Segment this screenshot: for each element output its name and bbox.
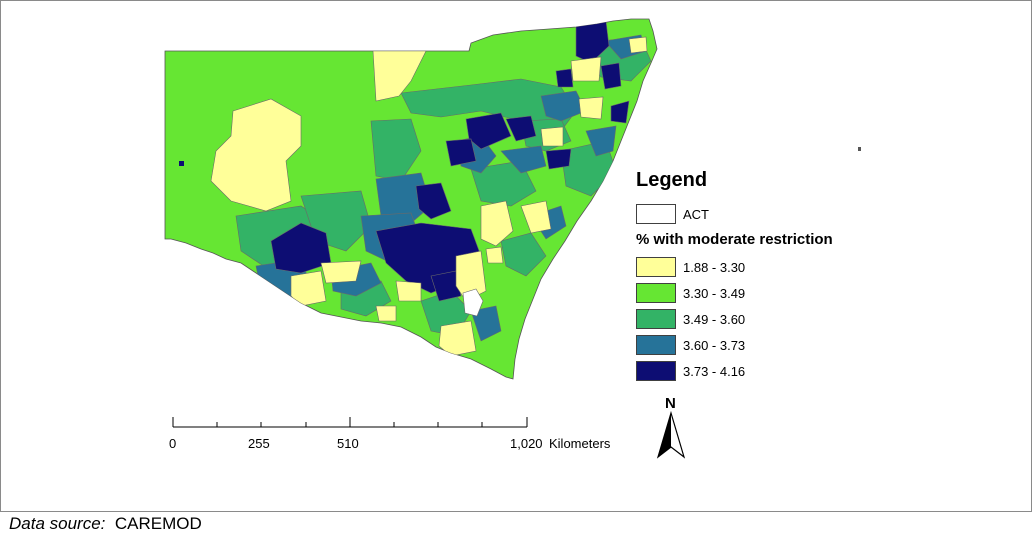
region-act	[462, 288, 484, 317]
region-yellow-north	[372, 50, 427, 102]
scale-label-1020: 1,020	[510, 436, 543, 451]
legend-class-swatch	[636, 335, 676, 355]
region-navy-11	[610, 100, 630, 124]
legend-class-swatch	[636, 257, 676, 277]
region-navy-9	[600, 62, 622, 90]
region-yellow-sw-2	[320, 260, 362, 284]
data-source-value: CAREMOD	[114, 514, 202, 533]
legend-class-swatch	[636, 361, 676, 381]
region-blue-9	[470, 305, 502, 342]
lord-howe-marker	[179, 161, 184, 166]
region-yellow-sw	[290, 270, 327, 307]
legend-class-row: 3.60 - 3.73	[636, 332, 886, 358]
data-source-label: Data source:	[9, 514, 106, 533]
region-yellow-south-3	[395, 280, 422, 302]
north-arrow-icon	[656, 411, 686, 459]
scale-bar-graphic	[172, 417, 528, 428]
legend-class-swatch	[636, 309, 676, 329]
region-yellow-central-2	[520, 200, 552, 234]
region-yellow-ne-3	[540, 126, 564, 147]
nsw-choropleth-map	[164, 18, 658, 380]
legend-class-label: 3.30 - 3.49	[683, 285, 746, 301]
north-arrow: N	[651, 395, 691, 461]
legend: Legend ACT % with moderate restriction 1…	[636, 169, 886, 384]
region-yellow-south-2	[438, 320, 477, 357]
region-blue-8	[500, 145, 547, 174]
legend-class-label: 3.60 - 3.73	[683, 337, 746, 353]
legend-class-swatch	[636, 283, 676, 303]
region-navy-6	[445, 138, 477, 167]
region-blue-6	[540, 90, 587, 122]
legend-class-label: 1.88 - 3.30	[683, 259, 746, 275]
lga-regions	[210, 20, 652, 357]
legend-class-row: 1.88 - 3.30	[636, 254, 886, 280]
region-navy-3	[415, 182, 452, 220]
scale-bar: 0 255 510 1,020 Kilometers	[161, 413, 631, 453]
north-label: N	[665, 395, 676, 412]
region-yellow-ne-1	[570, 56, 602, 82]
legend-title: Legend	[636, 169, 708, 191]
region-navy-4	[465, 112, 512, 150]
region-yellow-central-3	[485, 246, 504, 264]
region-yellow-south-4	[375, 305, 397, 322]
legend-class-row: 3.49 - 3.60	[636, 306, 886, 332]
scale-label-255: 255	[248, 436, 270, 451]
legend-subtitle: % with moderate restriction	[636, 231, 833, 248]
map-frame: Legend ACT % with moderate restriction 1…	[0, 0, 1032, 512]
stray-mark	[858, 147, 861, 151]
legend-class-row: 3.30 - 3.49	[636, 280, 886, 306]
scale-label-510: 510	[337, 436, 359, 451]
legend-classes: 1.88 - 3.30 3.30 - 3.49 3.49 - 3.60 3.60 - …	[636, 254, 886, 384]
legend-act-label: ACT	[683, 206, 709, 222]
region-yellow-far-west	[210, 98, 302, 212]
scale-unit-label: Kilometers	[549, 436, 611, 451]
legend-act-swatch	[636, 204, 676, 224]
region-blue-7	[585, 125, 617, 157]
legend-class-label: 3.73 - 4.16	[683, 363, 746, 379]
region-navy-10	[430, 270, 462, 302]
region-central-west	[370, 118, 422, 182]
region-navy-12	[555, 68, 574, 88]
legend-class-row: 3.73 - 4.16	[636, 358, 886, 384]
region-yellow-central	[480, 200, 514, 247]
region-yellow-ne-2	[578, 96, 604, 120]
region-navy-5	[505, 115, 537, 142]
legend-act-row: ACT	[636, 201, 886, 227]
data-source: Data source: CAREMOD	[9, 514, 202, 534]
scale-label-0: 0	[169, 436, 177, 451]
region-blue-1	[375, 172, 432, 224]
region-yellow-ne-4	[628, 36, 648, 54]
legend-class-label: 3.49 - 3.60	[683, 311, 746, 327]
region-navy-8	[545, 148, 572, 170]
region-south-coast	[500, 232, 547, 277]
